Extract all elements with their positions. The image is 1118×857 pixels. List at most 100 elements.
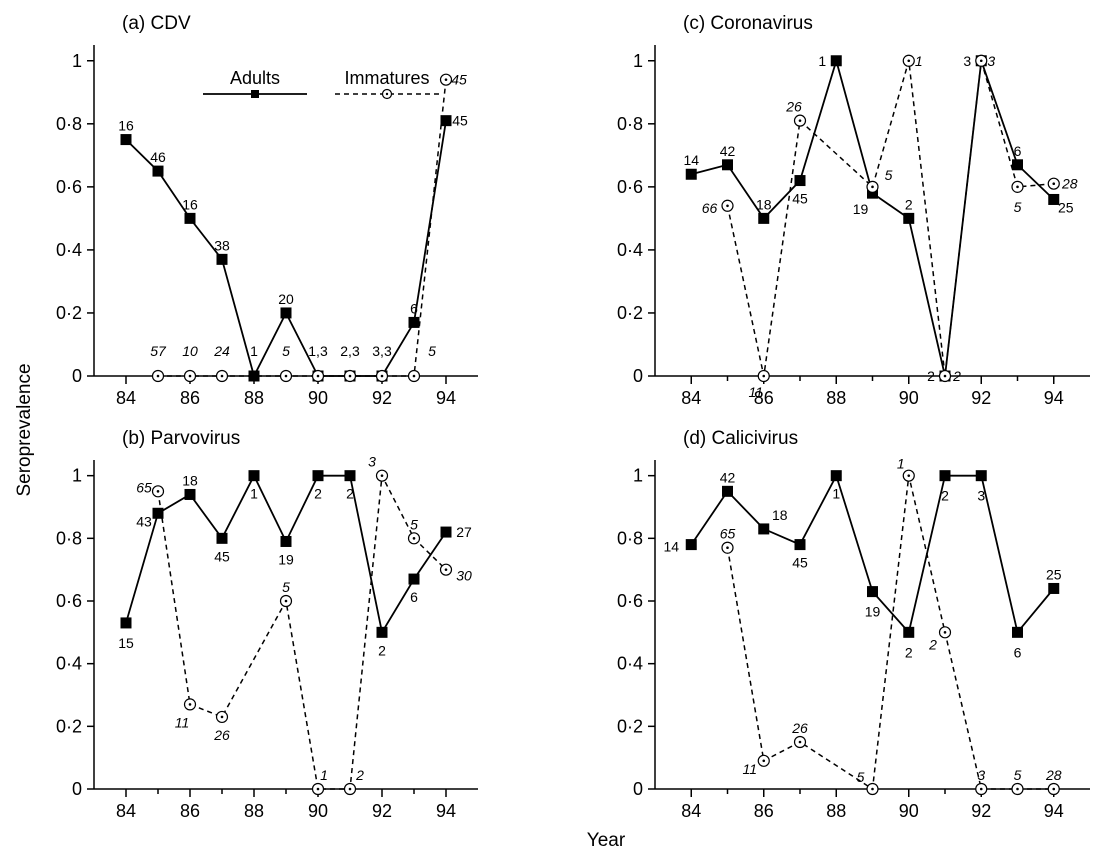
x-tick-label: 94: [1044, 388, 1064, 408]
adults-sample-size: 42: [720, 143, 736, 159]
legend-marker-adults: [251, 90, 259, 98]
baseline-annotation: 24: [213, 343, 230, 359]
adults-marker: [1012, 626, 1023, 638]
x-tick-label: 94: [1044, 801, 1064, 821]
x-tick-label: 84: [116, 388, 136, 408]
y-tick-label: 0: [633, 779, 643, 799]
immatures-sample-size: 65: [720, 526, 736, 542]
y-tick-label: 1: [633, 51, 643, 71]
adults-marker: [758, 523, 770, 535]
x-tick-label: 88: [244, 388, 264, 408]
immatures-sample-size: 11: [175, 714, 190, 730]
immatures-marker-dot: [444, 78, 448, 81]
x-tick-label: 90: [899, 801, 919, 821]
immatures-sample-size: 5: [282, 579, 290, 595]
adults-marker: [248, 370, 260, 382]
y-tick-label: 1: [72, 466, 82, 486]
adults-sample-size: 2: [346, 486, 354, 502]
adults-sample-size: 18: [772, 507, 788, 523]
adults-marker: [280, 535, 292, 547]
immatures-marker-dot: [871, 787, 874, 791]
legend-label-immatures: Immatures: [344, 68, 429, 88]
immatures-marker-dot: [220, 715, 224, 719]
immatures-marker-dot: [798, 740, 802, 744]
immatures-sample-size: 65: [136, 479, 152, 495]
adults-marker: [794, 175, 806, 187]
adults-sample-size: 25: [1046, 566, 1062, 582]
adults-marker: [1048, 582, 1060, 594]
adults-sample-size: 27: [456, 524, 472, 540]
immatures-marker-dot: [871, 185, 874, 189]
adults-sample-size: 2: [941, 488, 949, 504]
adults-sample-size: 1: [832, 486, 840, 502]
immatures-marker-dot: [380, 474, 384, 477]
y-tick-label: 1: [72, 51, 82, 71]
panel-b: (b) Parvovirus 0 0·2 0·4 0·6 0·8 1 84 86 88 90 92 94…: [56, 428, 478, 821]
baseline-annotation: 1: [250, 343, 258, 359]
adults-line: [691, 57, 1055, 377]
adults-marker: [830, 470, 842, 482]
panel-title-a: (a) CDV: [122, 13, 191, 34]
immatures-line: [157, 473, 447, 790]
adults-marker: [280, 307, 292, 319]
immatures-sample-size: 2: [355, 767, 364, 783]
immatures-marker-dot: [188, 374, 192, 378]
immatures-marker-dot: [1016, 787, 1019, 791]
adults-sample-size: 19: [278, 551, 294, 567]
x-tick-label: 84: [681, 801, 701, 821]
x-tick-label: 84: [681, 388, 701, 408]
y-tick-label: 0·2: [617, 303, 643, 323]
y-tick-label: 0: [633, 366, 643, 386]
adults-sample-size: 25: [1058, 199, 1074, 215]
adults-sample-size: 45: [792, 555, 808, 571]
y-tick-label: 0·6: [56, 177, 82, 197]
x-tick-label: 92: [971, 801, 991, 821]
immatures-sample-size: 1: [915, 53, 923, 69]
adults-sample-size: 14: [663, 539, 679, 555]
adults-sample-size: 6: [1014, 143, 1022, 159]
y-tick-label: 0·8: [56, 528, 82, 548]
immatures-sample-size: 11: [742, 761, 757, 777]
immatures-sample-size: 66: [702, 200, 718, 216]
immatures-sample-size: 2: [952, 368, 961, 384]
immatures-marker-dot: [762, 374, 766, 378]
panel-d: (d) Calicivirus 0 0·2 0·4 0·6 0·8 1 84 86 88 90 92 9…: [617, 428, 1090, 821]
immatures-sample-size: 5: [410, 516, 418, 532]
immatures-marker-dot: [284, 599, 288, 603]
adults-sample-size: 3: [963, 53, 971, 69]
adults-sample-size: 16: [118, 118, 134, 134]
immatures-marker-dot: [726, 204, 729, 208]
adults-sample-size: 38: [214, 237, 230, 253]
x-tick-label: 88: [244, 801, 264, 821]
immatures-marker-dot: [762, 759, 766, 763]
x-tick-label: 90: [899, 388, 919, 408]
y-axis-label: Seroprevalence: [14, 363, 35, 496]
adults-marker: [120, 617, 132, 629]
baseline-annotation: 57: [150, 343, 167, 359]
adults-sample-size: 2: [378, 642, 386, 658]
y-tick-label: 0: [72, 779, 82, 799]
adults-sample-size: 14: [683, 152, 699, 168]
panel-c: (c) Coronavirus 0 0·2 0·4 0·6 0·8 1 84 86 88 90 92 9…: [617, 13, 1090, 408]
adults-marker: [758, 212, 770, 224]
immatures-marker-dot: [412, 374, 416, 378]
panel-title-c: (c) Coronavirus: [683, 13, 813, 34]
immatures-marker-dot: [943, 631, 947, 634]
adults-sample-size: 2: [314, 486, 322, 502]
legend-marker-immatures-dot: [385, 92, 389, 96]
adults-marker: [216, 253, 228, 265]
immatures-sample-size: 3: [368, 454, 376, 470]
immatures-marker-dot: [907, 474, 911, 477]
adults-sample-size: 18: [182, 472, 198, 488]
y-tick-label: 0·6: [617, 177, 643, 197]
baseline-annotation: 1,3: [308, 343, 328, 359]
adults-sample-size: 43: [136, 513, 152, 529]
adults-marker: [184, 212, 196, 224]
immatures-sample-size: 26: [791, 720, 808, 736]
adults-sample-size: 19: [853, 201, 869, 217]
immatures-line: [726, 60, 1054, 377]
immatures-marker-dot: [188, 703, 192, 706]
adults-marker: [248, 470, 260, 482]
